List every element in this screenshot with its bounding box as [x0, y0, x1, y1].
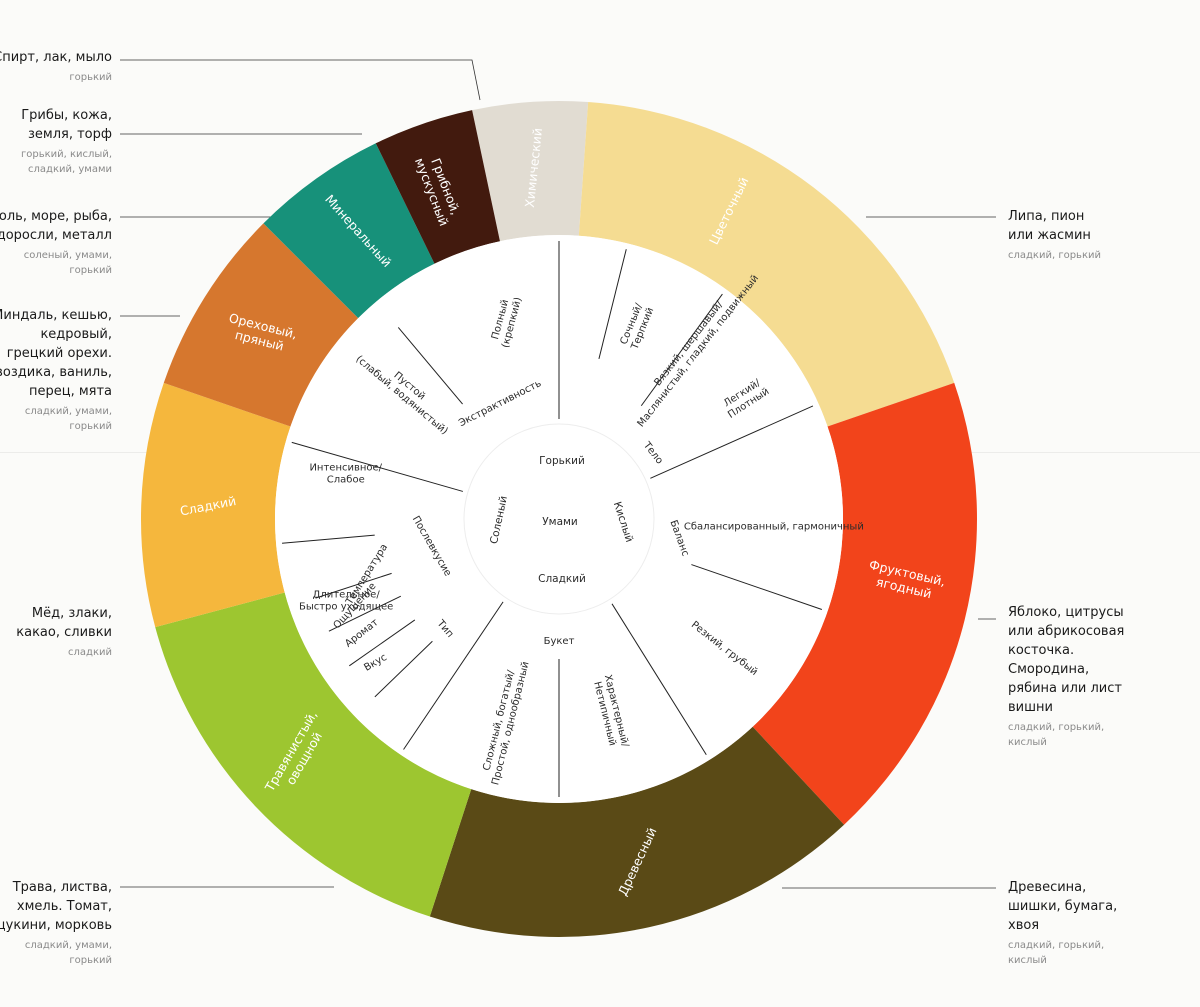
annotation-nutty-text: Миндаль, кешью, кедровый, грецкий орехи.…: [0, 308, 112, 399]
divider-body-balance: [650, 405, 814, 479]
taste-sweet: Сладкий: [538, 573, 586, 585]
annotation-mushroom-text: Грибы, кожа, земля, торф: [21, 108, 112, 142]
divider-aftertaste-extract: [291, 441, 464, 492]
segment-fruity: [752, 382, 977, 825]
divider-bouquet-type: [403, 601, 504, 750]
center-circle: [463, 423, 655, 615]
segment-herbal: [155, 592, 472, 917]
taste-umami: Умами: [542, 516, 578, 528]
annotation-floral: Липа, пион или жасмин сладкий, горький: [1008, 207, 1158, 263]
annotation-chemical-tastes: горький: [69, 72, 112, 83]
label-bouquet: Букет: [544, 636, 575, 647]
taste-bitter: Горький: [539, 455, 585, 467]
inner-dividers: [282, 241, 823, 797]
annotation-fruity-tastes: сладкий, горький, кислый: [1008, 722, 1105, 748]
annotation-nutty: Миндаль, кешью, кедровый, грецкий орехи.…: [0, 306, 112, 434]
subdivider-extract: [397, 327, 463, 405]
annotation-chemical: Спирт, лак, мыло горький: [0, 48, 112, 85]
annotation-herbal-text: Трава, листва, хмель. Томат, цукини, мор…: [0, 880, 112, 933]
annotation-floral-text: Липа, пион или жасмин: [1008, 209, 1091, 243]
annotation-mushroom-tastes: горький, кислый, сладкий, умами: [20, 149, 112, 175]
annotation-herbal: Трава, листва, хмель. Томат, цукини, мор…: [0, 878, 112, 968]
segment-mushroom: [375, 110, 500, 264]
annotation-nutty-tastes: сладкий, умами, горький: [24, 406, 112, 432]
segment-floral: [578, 102, 955, 427]
annotation-floral-tastes: сладкий, горький: [1008, 250, 1101, 261]
segment-mineral: [263, 143, 435, 319]
annotation-woody-text: Древесина, шишки, бумага, хвоя: [1008, 880, 1118, 933]
annotation-sweet-text: Мёд, злаки, какао, сливки: [16, 606, 112, 640]
annotation-herbal-tastes: сладкий, умами, горький: [24, 940, 112, 966]
label-aftertaste-intensive: Интенсивное/Слабое: [309, 463, 382, 486]
annotation-mushroom: Грибы, кожа, земля, торф горький, кислый…: [0, 106, 112, 177]
annotation-woody: Древесина, шишки, бумага, хвоя сладкий, …: [1008, 878, 1158, 968]
label-balance-balanced: Сбалансированный, гармоничный: [684, 522, 864, 533]
annotation-mineral-text: Соль, море, рыба, водоросли, металл: [0, 209, 112, 243]
annotation-fruity: Яблоко, цитрусы или абрикосовая косточка…: [1008, 603, 1158, 750]
annotation-fruity-text: Яблоко, цитрусы или абрикосовая косточка…: [1008, 605, 1125, 715]
leader-chemical: [120, 59, 481, 101]
divider-balance-bouquet: [611, 603, 707, 756]
subdivider-body-2: [640, 293, 723, 407]
leader-lines: [120, 59, 996, 889]
annotation-mineral: Соль, море, рыба, водоросли, металл соле…: [0, 207, 112, 278]
segment-nutty: [163, 223, 359, 427]
type-line-4: [315, 572, 392, 599]
annotation-chemical-text: Спирт, лак, мыло: [0, 50, 112, 65]
annotation-sweet: Мёд, злаки, какао, сливки сладкий: [0, 604, 112, 660]
annotation-woody-tastes: сладкий, горький, кислый: [1008, 940, 1105, 966]
type-line-1: [374, 640, 433, 698]
segment-sweet: [141, 382, 291, 628]
annotation-sweet-tastes: сладкий: [68, 647, 112, 658]
segment-chemical: [472, 100, 589, 242]
subdivider-aftertaste: [282, 534, 375, 544]
type-line-2: [349, 619, 416, 667]
label-aftertaste-long: Длительное/Быстро уходящее: [299, 590, 393, 613]
annotation-mineral-tastes: соленый, умами, горький: [23, 250, 112, 276]
subdivider-balance: [691, 564, 823, 610]
subdivider-body-1: [598, 249, 627, 360]
type-line-3: [328, 595, 402, 632]
outer-ring: [141, 100, 977, 937]
segment-woody: [429, 726, 845, 937]
